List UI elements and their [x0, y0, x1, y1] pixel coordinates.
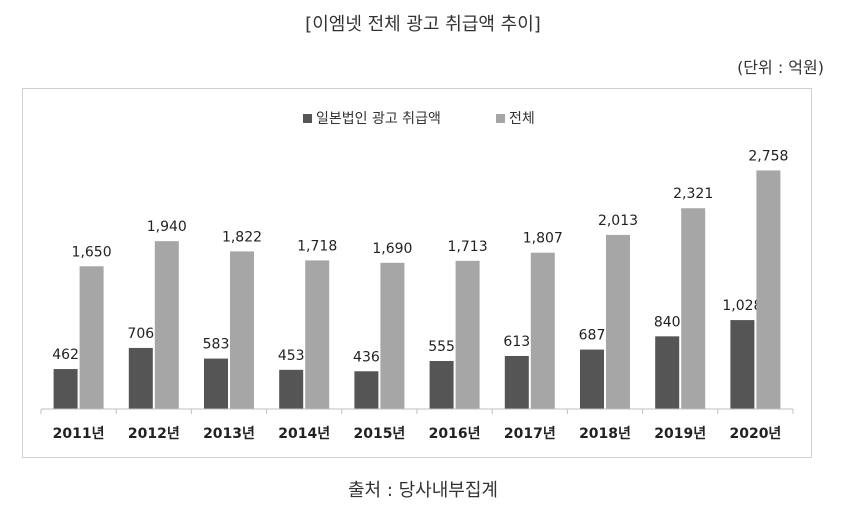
bar-total-8: [681, 208, 706, 409]
data-label-total-6: 1,807: [523, 231, 563, 247]
bar-japan-2: [204, 358, 228, 409]
data-label-total-2: 1,822: [222, 229, 262, 245]
bar-total-3: [305, 260, 330, 409]
legend-swatch-0: [303, 114, 312, 123]
chart-frame: 일본법인 광고 취급액 전체 462 1,650 2011년 706 1,940 2012년 5…: [22, 88, 812, 458]
data-label-total-4: 1,690: [372, 241, 412, 257]
data-label-total-5: 1,713: [448, 239, 488, 255]
bar-japan-6: [504, 355, 529, 409]
legend-label-0: 일본법인 광고 취급액: [316, 111, 441, 127]
data-label-japan-6: 613: [503, 334, 530, 350]
data-label-japan-7: 687: [579, 328, 606, 344]
bar-japan-1: [128, 347, 153, 409]
bar-japan-3: [279, 369, 304, 409]
x-tick-label-9: 2020년: [729, 426, 781, 442]
x-tick-label-2: 2013년: [203, 426, 255, 442]
data-label-japan-3: 453: [278, 348, 305, 364]
legend-swatch-1: [496, 114, 505, 123]
bar-total-9: [756, 170, 781, 409]
data-label-japan-2: 583: [203, 337, 230, 353]
x-tick-label-1: 2012년: [128, 426, 180, 442]
bar-total-6: [530, 252, 555, 409]
x-tick-label-7: 2018년: [579, 426, 631, 442]
data-label-total-3: 1,718: [297, 238, 337, 254]
unit-note: (단위 : 억원): [737, 58, 824, 77]
data-label-japan-8: 840: [654, 314, 681, 330]
legend-label-1: 전체: [509, 111, 535, 127]
bar-total-4: [380, 262, 405, 409]
data-label-total-1: 1,940: [147, 219, 187, 235]
data-label-total-8: 2,321: [673, 186, 713, 202]
bar-japan-8: [655, 336, 680, 409]
data-label-japan-4: 436: [353, 349, 380, 365]
data-label-japan-1: 706: [127, 326, 154, 342]
bar-total-1: [154, 241, 179, 409]
x-tick-label-0: 2011년: [53, 426, 105, 442]
bar-total-7: [606, 234, 630, 409]
x-tick-label-3: 2014년: [278, 426, 330, 442]
data-label-total-0: 1,650: [72, 244, 112, 260]
page-title: [이엠넷 전체 광고 취급액 추이]: [305, 14, 541, 35]
bar-japan-5: [429, 360, 454, 409]
bar-japan-9: [730, 320, 755, 409]
bar-japan-4: [354, 371, 379, 409]
bar-total-0: [79, 266, 104, 409]
data-label-japan-9: 1,028: [722, 298, 762, 314]
data-label-total-7: 2,013: [598, 213, 638, 229]
x-tick-label-4: 2015년: [353, 426, 405, 442]
bar-japan-7: [580, 349, 604, 409]
bar-chart: 일본법인 광고 취급액 전체 462 1,650 2011년 706 1,940 2012년 5…: [40, 111, 794, 442]
source-note: 출처 : 당사내부집계: [348, 480, 498, 501]
data-label-japan-0: 462: [52, 347, 79, 363]
x-tick-label-5: 2016년: [429, 426, 481, 442]
data-label-japan-5: 555: [428, 339, 455, 355]
bar-japan-0: [53, 369, 78, 409]
bar-total-2: [230, 251, 254, 409]
x-tick-label-6: 2017년: [504, 426, 556, 442]
bar-total-5: [455, 260, 480, 409]
x-tick-label-8: 2019년: [654, 426, 706, 442]
data-label-total-9: 2,758: [748, 148, 788, 164]
